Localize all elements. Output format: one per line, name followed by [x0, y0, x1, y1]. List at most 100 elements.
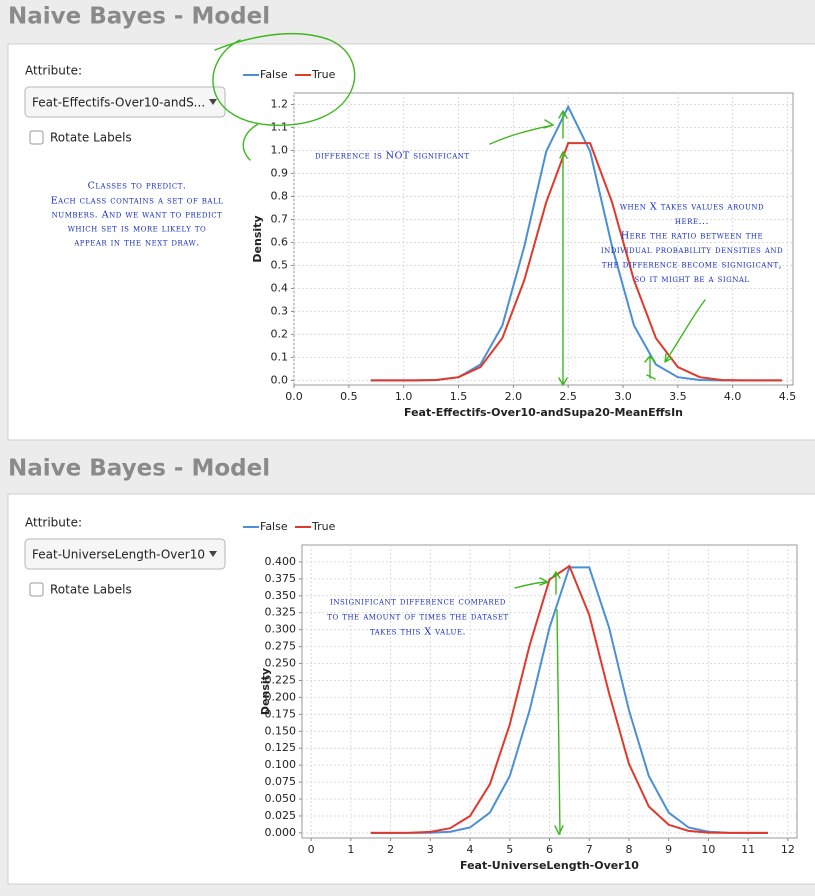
- x-tick-label: 2: [387, 843, 394, 856]
- plot-area: [293, 92, 794, 386]
- x-tick-label: 6: [546, 843, 553, 856]
- series-line: [370, 564, 768, 834]
- green-markup: [514, 570, 564, 836]
- attribute-value: Feat-Effectifs-Over10-andS...: [32, 96, 205, 110]
- annotation: when X takes values around: [620, 202, 764, 213]
- annotation: Here the ratio between the: [621, 231, 763, 242]
- x-tick-label: 5: [506, 843, 513, 856]
- annotation: to the amount of times the dataset: [327, 612, 508, 623]
- y-tick-label: 0.1: [271, 350, 289, 363]
- y-tick-label: 0.075: [265, 775, 297, 788]
- checkbox[interactable]: [29, 130, 44, 145]
- x-tick-label: 1.0: [395, 390, 413, 403]
- legend-label: True: [311, 520, 336, 533]
- y-tick-label: 1.1: [271, 120, 289, 133]
- x-tick-label: 10: [701, 843, 715, 856]
- y-axis-label: Density: [259, 668, 272, 715]
- y-tick-label: 0.100: [265, 758, 297, 771]
- checkbox-label: Rotate Labels: [50, 131, 132, 145]
- annotation: difference is NOT significant: [315, 151, 470, 162]
- y-tick-label: 0.125: [265, 741, 297, 754]
- x-tick-label: 3: [427, 843, 434, 856]
- x-tick-label: 8: [625, 843, 632, 856]
- panel-title: Naive Bayes - Model: [8, 4, 270, 30]
- note-line: Each class contains a set of ball: [51, 196, 224, 207]
- y-tick-label: 0.250: [265, 657, 297, 670]
- attribute-dropdown[interactable]: [24, 86, 226, 118]
- checkbox-label: Rotate Labels: [50, 583, 132, 597]
- x-tick-label: 3.0: [614, 390, 632, 403]
- annotation: so it might be a signal: [634, 274, 749, 285]
- y-tick-label: 1.0: [271, 143, 289, 156]
- x-tick-label: 2.5: [559, 390, 577, 403]
- annotation: takes this X value.: [370, 627, 466, 638]
- dropdown-arrow: [209, 551, 217, 557]
- legend-label: False: [260, 520, 288, 533]
- x-tick-label: 1.5: [450, 390, 468, 403]
- chart: 0.000 0.025 0.050 0.075 0.100 0.125 0.150 0.175…: [243, 520, 798, 872]
- attribute-value: Feat-UniverseLength-Over10: [32, 548, 205, 562]
- y-tick-label: 0.5: [271, 258, 289, 271]
- x-tick-label: 9: [665, 843, 672, 856]
- attribute-label: Attribute:: [25, 64, 82, 78]
- note-line: numbers. And we want to predict: [52, 210, 223, 221]
- x-axis-label: Feat-Effectifs-Over10-andSupa20-MeanEffs…: [404, 406, 683, 419]
- chart: 0.0 0.1 0.2 0.3 0.4 0.5 0.6 0.7 0.8 0.9 1.0 1.1 1.2 0…: [243, 68, 796, 419]
- green-markup: [212, 33, 356, 161]
- y-tick-label: 0.050: [265, 792, 297, 805]
- y-tick-label: 0.325: [265, 606, 297, 619]
- note-line: Classes to predict.: [88, 181, 187, 192]
- y-tick-label: 0.3: [271, 304, 289, 317]
- annotation: the difference become signigicant,: [602, 260, 782, 271]
- x-tick-label: 4.5: [779, 390, 797, 403]
- y-tick-label: 0.175: [265, 707, 297, 720]
- x-tick-label: 0: [308, 843, 315, 856]
- y-tick-label: 1.2: [271, 97, 289, 110]
- annotation: individual probability densities and: [601, 245, 783, 256]
- x-tick-label: 7: [586, 843, 593, 856]
- y-tick-label: 0.9: [271, 166, 289, 179]
- y-tick-label: 0.200: [265, 690, 297, 703]
- note-line: which set is more likely to: [68, 224, 207, 235]
- y-tick-label: 0.2: [271, 327, 289, 340]
- y-tick-label: 0.0: [271, 373, 289, 386]
- y-tick-label: 0.000: [265, 826, 297, 839]
- y-tick-label: 0.8: [271, 189, 289, 202]
- y-tick-label: 0.225: [265, 673, 297, 686]
- y-tick-label: 0.400: [265, 555, 297, 568]
- checkbox[interactable]: [29, 582, 44, 597]
- x-tick-label: 12: [781, 843, 795, 856]
- x-axis-label: Feat-UniverseLength-Over10: [460, 859, 639, 872]
- attribute-dropdown[interactable]: [24, 538, 226, 570]
- dropdown-arrow: [209, 99, 217, 105]
- x-tick-label: 0.0: [285, 390, 303, 403]
- attribute-label: Attribute:: [25, 516, 82, 530]
- x-tick-label: 1: [347, 843, 354, 856]
- y-tick-label: 0.7: [271, 212, 289, 225]
- legend-label: False: [260, 68, 288, 81]
- y-tick-label: 0.375: [265, 572, 297, 585]
- x-tick-label: 0.5: [340, 390, 358, 403]
- green-markup: [489, 109, 706, 387]
- x-tick-label: 11: [741, 843, 755, 856]
- x-tick-label: 3.5: [669, 390, 687, 403]
- y-tick-label: 0.6: [271, 235, 289, 248]
- panel-title: Naive Bayes - Model: [8, 456, 270, 482]
- y-tick-label: 0.4: [271, 281, 289, 294]
- y-tick-label: 0.350: [265, 589, 297, 602]
- y-tick-label: 0.150: [265, 724, 297, 737]
- series-line: [370, 142, 783, 382]
- x-tick-label: 4: [467, 843, 474, 856]
- note: Classes to predict. Each class contains …: [51, 181, 224, 249]
- annotation: insignificant difference compared: [330, 597, 506, 608]
- y-axis-label: Density: [251, 215, 264, 262]
- y-tick-label: 0.025: [265, 809, 297, 822]
- x-tick-label: 4.0: [724, 390, 742, 403]
- legend-label: True: [311, 68, 336, 81]
- y-tick-label: 0.300: [265, 623, 297, 636]
- x-tick-label: 2.0: [505, 390, 523, 403]
- note-line: appear in the next draw.: [73, 238, 200, 249]
- y-tick-label: 0.275: [265, 640, 297, 653]
- annotation: here...: [675, 216, 709, 227]
